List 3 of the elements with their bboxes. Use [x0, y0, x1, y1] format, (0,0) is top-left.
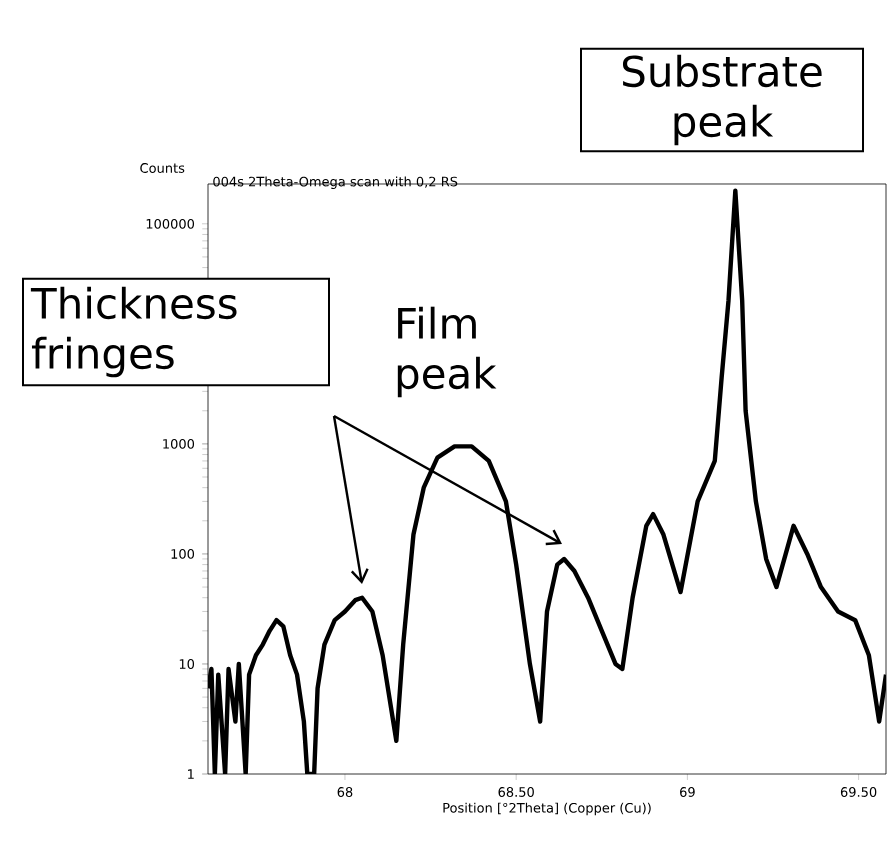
- annotation: Thickness fringes: [30, 286, 237, 378]
- annotation: Film peak: [397, 306, 497, 398]
- text: Substrate peak: [622, 54, 822, 146]
